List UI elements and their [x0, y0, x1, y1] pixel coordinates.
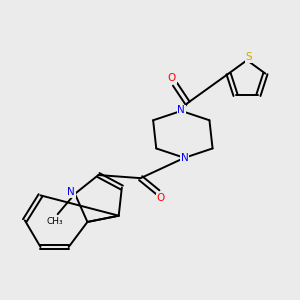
Text: O: O	[168, 73, 176, 83]
Text: N: N	[67, 187, 75, 197]
Text: O: O	[157, 194, 165, 203]
Text: N: N	[177, 105, 185, 115]
Text: CH₃: CH₃	[46, 218, 63, 226]
Text: N: N	[181, 153, 188, 164]
Text: S: S	[245, 52, 252, 62]
